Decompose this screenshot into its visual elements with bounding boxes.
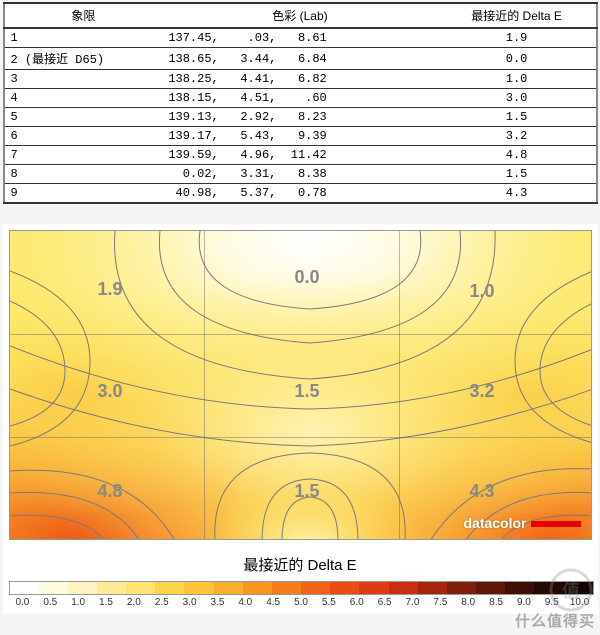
lab-delta-table: 象限 色彩 (Lab) 最接近的 Delta E 1137.45, .03, 8… xyxy=(3,2,598,204)
table-row: 2 (最接近 D65)138.65, 3.44, 6.840.0 xyxy=(4,48,597,70)
zone-label: 1.9 xyxy=(98,279,123,300)
table-row: 6139.17, 5.43, 9.393.2 xyxy=(4,127,597,146)
zone-label: 1.0 xyxy=(470,281,495,302)
zone-label: 4.3 xyxy=(470,481,495,502)
color-scale: 0.00.51.01.52.02.53.03.54.04.55.05.56.06… xyxy=(9,581,594,608)
zone-label: 1.5 xyxy=(295,381,320,402)
svg-text:值: 值 xyxy=(562,580,580,601)
zone-label: 1.5 xyxy=(295,481,320,502)
contour-chart: 1.9 0.0 1.0 3.0 1.5 3.2 4.8 1.5 4.3 datacolor 最接近… xyxy=(3,224,598,614)
zone-label: 3.2 xyxy=(470,381,495,402)
table-row: 3138.25, 4.41, 6.821.0 xyxy=(4,70,597,89)
header-lab: 色彩 (Lab) xyxy=(162,3,437,28)
table-row: 4138.15, 4.51, .603.0 xyxy=(4,89,597,108)
brand-label: datacolor xyxy=(463,515,580,531)
table-row: 5139.13, 2.92, 8.231.5 xyxy=(4,108,597,127)
table-row: 1137.45, .03, 8.611.9 xyxy=(4,28,597,48)
table-row: 7139.59, 4.96, 11.424.8 xyxy=(4,146,597,165)
table-row: 8 0.02, 3.31, 8.381.5 xyxy=(4,165,597,184)
header-quadrant: 象限 xyxy=(4,3,163,28)
watermark-text: 什么值得买 xyxy=(515,610,595,631)
watermark-logo: 值 xyxy=(548,567,594,613)
zone-label: 3.0 xyxy=(98,381,123,402)
zone-label: 0.0 xyxy=(295,267,320,288)
header-delta: 最接近的 Delta E xyxy=(438,3,597,28)
zone-label: 4.8 xyxy=(98,481,123,502)
table-row: 9 40.98, 5.37, 0.784.3 xyxy=(4,184,597,204)
chart-title: 最接近的 Delta E xyxy=(9,554,592,575)
